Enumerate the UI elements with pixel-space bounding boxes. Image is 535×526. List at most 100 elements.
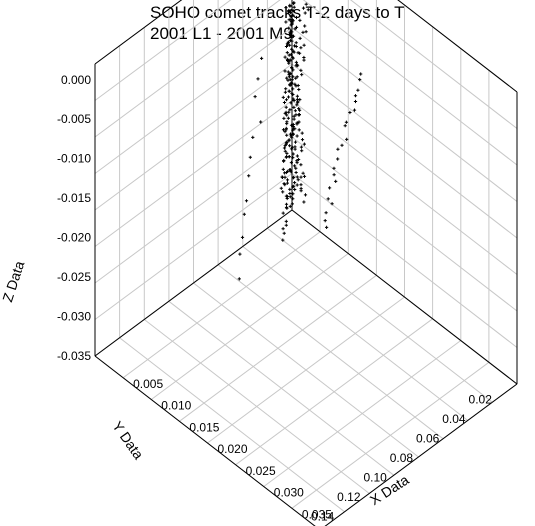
data-point xyxy=(289,38,293,42)
data-point xyxy=(285,196,289,201)
data-point xyxy=(289,15,293,19)
data-point xyxy=(291,176,295,180)
z-tick-label: -0.005 xyxy=(57,112,91,126)
data-point xyxy=(282,182,286,186)
data-point xyxy=(300,138,305,142)
data-point xyxy=(288,108,292,112)
data-point xyxy=(289,170,293,174)
data-point xyxy=(284,128,288,132)
data-point xyxy=(282,100,287,105)
data-point xyxy=(284,223,288,227)
data-point xyxy=(281,190,285,194)
data-point xyxy=(290,202,294,206)
data-point xyxy=(294,15,299,20)
data-point xyxy=(285,51,289,55)
data-point xyxy=(292,117,296,121)
z-tick-label: -0.025 xyxy=(57,270,91,284)
data-point xyxy=(336,157,340,161)
data-point xyxy=(286,43,290,47)
data-point xyxy=(353,94,358,98)
data-point xyxy=(325,225,329,229)
chart-title: SOHO comet tracks T-2 days to T xyxy=(150,3,405,22)
data-point xyxy=(291,192,295,196)
data-point xyxy=(291,75,295,79)
data-point xyxy=(302,174,307,178)
data-point xyxy=(291,156,295,160)
data-point xyxy=(248,155,252,159)
data-point xyxy=(292,5,296,9)
data-point xyxy=(300,131,304,135)
data-point xyxy=(288,30,292,34)
x-tick-label: 0.005 xyxy=(133,377,163,391)
data-point xyxy=(284,98,289,102)
z-axis-label: Z Data xyxy=(0,259,27,304)
data-point xyxy=(279,186,283,190)
data-point xyxy=(296,178,300,182)
data-point xyxy=(298,18,302,22)
data-point xyxy=(240,235,245,239)
grid-line xyxy=(122,231,321,379)
data-point xyxy=(302,43,306,47)
z-tick-label: -0.015 xyxy=(57,191,91,205)
data-point xyxy=(286,95,291,99)
grid-line xyxy=(207,296,405,444)
data-point xyxy=(238,252,242,256)
grid-lines xyxy=(94,0,518,526)
z-tick-label: -0.030 xyxy=(57,310,91,324)
data-point xyxy=(291,92,295,97)
x-tick-label: 0.035 xyxy=(302,507,332,521)
data-point xyxy=(292,105,296,109)
data-point xyxy=(285,113,289,117)
data-point xyxy=(284,105,288,109)
data-point xyxy=(291,34,296,38)
data-point xyxy=(291,132,295,136)
data-point xyxy=(302,142,306,146)
data-point xyxy=(296,51,300,55)
axis-ticks: 0.000 -0.005 -0.010 -0.015 -0.020 -0.025 -0.03… xyxy=(57,73,493,524)
axis-box xyxy=(94,0,518,526)
data-point xyxy=(293,140,298,144)
data-point xyxy=(287,53,291,57)
data-point xyxy=(286,169,290,173)
data-point xyxy=(299,189,303,193)
data-point xyxy=(282,159,286,163)
box-edge xyxy=(397,0,518,93)
data-point xyxy=(294,170,298,175)
data-point xyxy=(330,202,334,206)
box-edge xyxy=(324,383,518,526)
data-point xyxy=(284,219,288,223)
data-point xyxy=(290,81,294,85)
data-point xyxy=(298,108,302,112)
data-point xyxy=(281,227,285,231)
data-point xyxy=(289,33,293,38)
data-point xyxy=(286,70,290,74)
data-point xyxy=(291,13,295,17)
data-point xyxy=(292,114,296,118)
data-point xyxy=(300,73,304,77)
chart-subtitle: 2001 L1 - 2001 M9 xyxy=(150,24,293,43)
data-point xyxy=(291,87,295,91)
box-edge xyxy=(94,355,316,526)
data-point xyxy=(283,55,287,59)
data-point xyxy=(295,97,299,101)
grid-line xyxy=(94,63,293,211)
data-point xyxy=(288,195,292,199)
grid-line xyxy=(179,274,377,422)
data-point xyxy=(282,146,287,150)
y-tick-label: 0.02 xyxy=(469,393,493,407)
data-point xyxy=(301,30,305,34)
grid-line xyxy=(151,253,349,400)
data-point xyxy=(295,121,299,125)
data-point xyxy=(336,147,340,151)
data-point xyxy=(285,151,289,155)
x-tick-label: 0.025 xyxy=(246,464,276,478)
data-point xyxy=(291,197,295,201)
x-tick-label: 0.020 xyxy=(218,442,248,456)
data-point xyxy=(291,124,295,129)
data-point xyxy=(253,95,257,99)
data-point xyxy=(256,77,260,81)
data-point xyxy=(285,178,290,182)
data-point xyxy=(294,84,298,88)
data-point xyxy=(284,141,288,145)
data-point xyxy=(283,69,287,73)
